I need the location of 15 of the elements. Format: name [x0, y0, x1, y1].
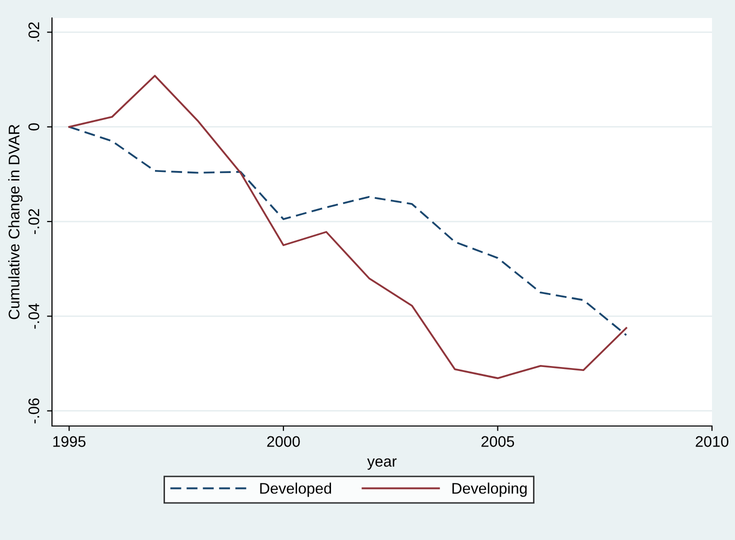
x-tick-label: 2000: [267, 436, 300, 447]
x-tick-label: 1995: [53, 436, 86, 447]
line-series: [68, 74, 628, 380]
legend-label: Developed: [260, 482, 332, 497]
x-tick-label: 2005: [481, 436, 514, 447]
y-tick-label: .02: [28, 22, 40, 42]
x-axis-title: year: [367, 458, 397, 470]
y-tick-label: -.06: [28, 398, 40, 424]
line-series: [68, 126, 628, 336]
y-axis-title: Cumulative Change in DVAR: [8, 124, 22, 320]
y-tick-label: 0: [28, 123, 40, 131]
y-tick-label: -.04: [28, 303, 40, 329]
y-tick-label: -.02: [28, 209, 40, 234]
legend-label: Developing: [452, 482, 527, 497]
x-tick-label: 2010: [696, 436, 728, 447]
